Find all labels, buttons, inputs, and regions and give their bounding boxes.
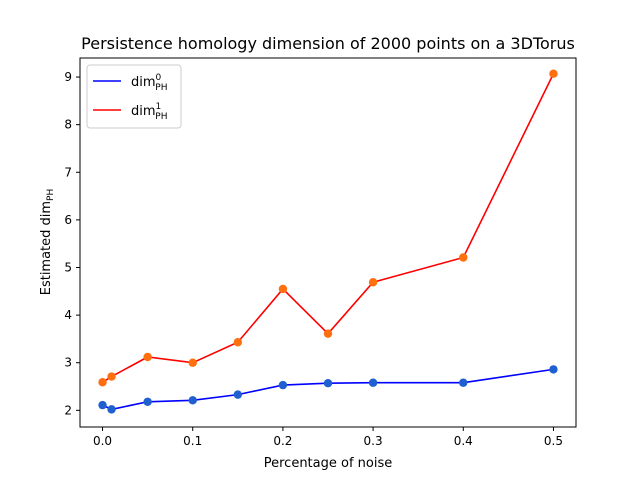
legend-entry-dim0: dim0 PH <box>131 73 167 93</box>
legend-entry-dim0-base: dim <box>131 75 156 90</box>
data-point-dim1 <box>368 278 378 287</box>
y-axis-label: Estimated dimPH <box>39 189 56 296</box>
plot-frame <box>79 57 577 428</box>
y-tick-label: 4 <box>64 308 72 322</box>
data-point-dim1 <box>188 358 197 367</box>
data-point-dim0 <box>188 396 197 405</box>
series-line-dim1 <box>102 73 555 383</box>
x-tick-label: 0.2 <box>273 434 292 448</box>
series-layer <box>98 69 558 414</box>
series-line-dim0 <box>102 368 554 411</box>
legend: dim0 PH dim1 PH <box>86 64 182 129</box>
x-tick-label: 0.3 <box>364 434 383 448</box>
data-point-dim1 <box>459 253 468 262</box>
data-point-dim1 <box>549 69 558 78</box>
data-point-dim0 <box>107 405 116 414</box>
data-point-dim0 <box>368 378 378 387</box>
y-tick-label: 9 <box>64 70 72 84</box>
legend-entry-dim1-base: dim <box>131 104 156 119</box>
y-axis-label-base: Estimated dim <box>39 201 54 295</box>
data-point-dim0 <box>459 378 468 387</box>
data-point-dim1 <box>323 329 333 338</box>
legend-entry-dim0-sup: 0 <box>156 73 162 83</box>
legend-entry-dim1: dim1 PH <box>131 102 167 122</box>
legend-entry-dim1-sub: PH <box>155 112 167 122</box>
data-point-dim0 <box>323 378 333 388</box>
x-tick-label: 0.5 <box>544 434 563 448</box>
legend-entry-dim0-sub: PH <box>155 83 167 93</box>
y-tick-label: 6 <box>64 213 72 227</box>
data-point-dim0 <box>233 390 243 399</box>
x-axis-label: Percentage of noise <box>264 456 393 471</box>
y-axis-ticks: 2 3 4 5 6 7 8 9 <box>64 70 80 417</box>
data-point-dim1 <box>107 372 116 381</box>
x-tick-label: 0.4 <box>454 434 473 448</box>
y-tick-label: 5 <box>64 260 72 274</box>
data-point-dim0 <box>98 400 107 410</box>
data-point-dim1 <box>278 284 288 294</box>
y-tick-label: 3 <box>64 356 72 370</box>
x-axis-ticks: 0.0 0.1 0.2 0.3 0.4 0.5 <box>93 427 563 448</box>
x-tick-label: 0.0 <box>93 434 112 448</box>
data-point-dim0 <box>549 365 558 374</box>
data-point-dim1 <box>143 352 152 362</box>
data-point-dim0 <box>278 380 288 390</box>
legend-entry-dim1-sup: 1 <box>156 102 162 112</box>
y-axis-label-sub: PH <box>46 189 56 201</box>
chart-title: Persistence homology dimension of 2000 p… <box>81 34 575 53</box>
y-tick-label: 2 <box>64 403 72 417</box>
data-point-dim1 <box>98 378 107 387</box>
x-tick-label: 0.1 <box>183 434 202 448</box>
data-point-dim1 <box>233 338 243 347</box>
y-tick-label: 8 <box>64 118 72 132</box>
y-tick-label: 7 <box>64 165 72 179</box>
data-point-dim0 <box>143 397 152 406</box>
